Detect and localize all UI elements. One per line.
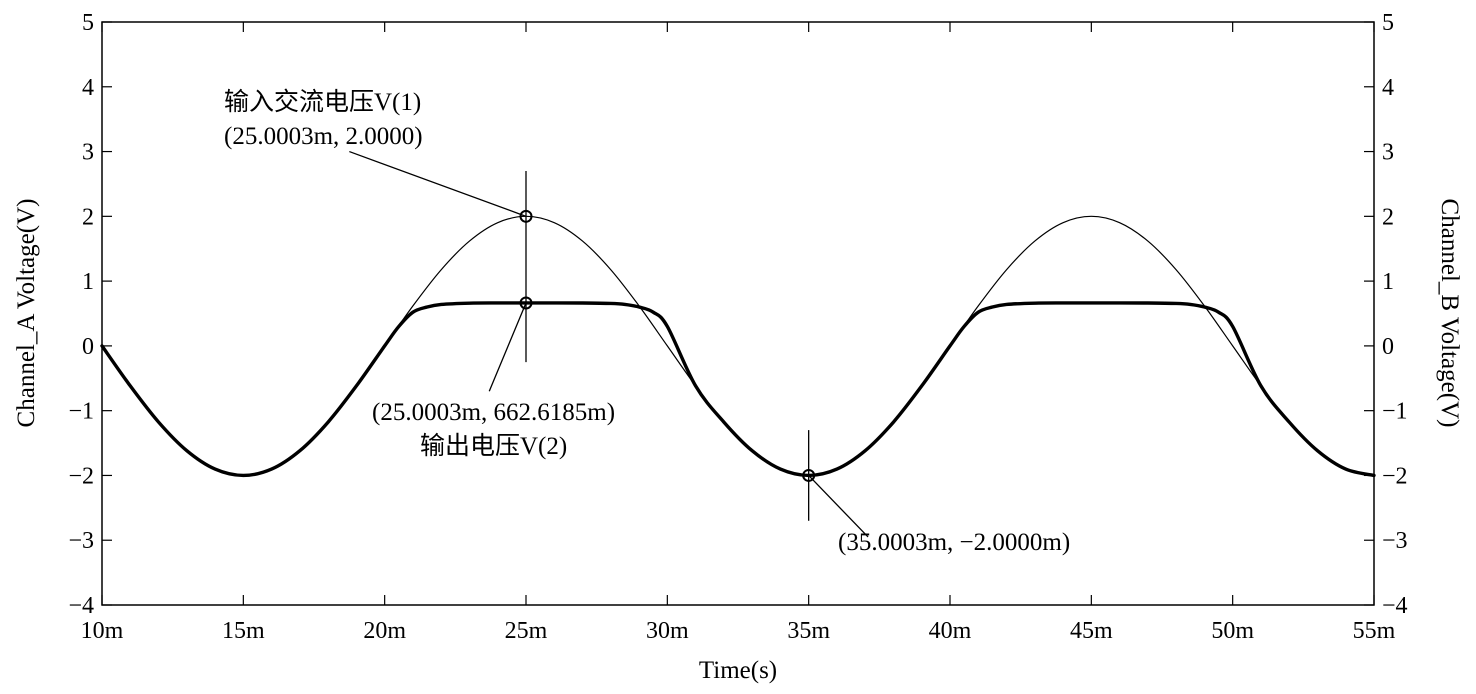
cursor-layer	[519, 170, 816, 521]
y-tick-label-right: 5	[1382, 10, 1394, 36]
y-tick-label-left: 4	[82, 75, 94, 101]
x-axis-title: Time(s)	[699, 657, 777, 684]
plot-frame	[101, 21, 1375, 606]
y-tick-label-left: −4	[68, 593, 94, 619]
y-tick-label-left: −2	[68, 463, 94, 489]
y-tick-label-right: −2	[1382, 463, 1408, 489]
x-tick-label: 25m	[505, 618, 548, 644]
annotation-label: (25.0003m, 662.6185m)	[372, 399, 615, 426]
tick-layer: 10m 15m 20m 25m 30m 35m 40m 45m 50m 55m 5 4 3 2 1 0 −1 −2…	[68, 10, 1407, 644]
x-tick-label: 40m	[929, 618, 972, 644]
annotation-layer: 输入交流电压V(1) (25.0003m, 2.0000) (25.0003m, 6…	[224, 88, 1070, 556]
x-tick-label: 55m	[1353, 618, 1396, 644]
x-tick-label: 10m	[81, 618, 124, 644]
cursor-marker	[519, 209, 533, 223]
y-tick-label-left: −3	[68, 528, 94, 554]
annotation-label: 输入交流电压V(1)	[224, 88, 421, 116]
y-tick-label-right: −3	[1382, 528, 1408, 554]
annotation-label: (25.0003m, 2.0000)	[224, 123, 423, 150]
x-tick-label: 30m	[646, 618, 689, 644]
x-tick-label: 45m	[1070, 618, 1113, 644]
y-tick-label-left: 0	[82, 334, 94, 360]
y-tick-label-right: 0	[1382, 334, 1394, 360]
y-tick-label-right: 2	[1382, 204, 1394, 230]
x-tick-label: 15m	[222, 618, 265, 644]
y-axis-title-right: Channel_B Voltage(V)	[1436, 199, 1463, 428]
y-tick-label-left: −1	[68, 399, 94, 425]
x-tick-label: 20m	[363, 618, 406, 644]
cursor-marker	[802, 468, 816, 482]
annotation-leader	[808, 474, 869, 538]
x-tick-label: 50m	[1211, 618, 1254, 644]
annotation-leader	[349, 150, 527, 217]
y-tick-label-right: 3	[1382, 140, 1394, 166]
cursor-marker	[519, 296, 533, 310]
y-tick-label-left: 2	[82, 204, 94, 230]
y-axis-title-left: Channel_A Voltage(V)	[13, 199, 40, 428]
y-tick-label-right: −4	[1382, 593, 1408, 619]
annotation-leader	[488, 302, 527, 392]
annotation-label: 输出电压V(2)	[420, 432, 567, 460]
y-tick-label-right: −1	[1382, 399, 1408, 425]
y-tick-label-right: 4	[1382, 75, 1394, 101]
y-tick-label-left: 3	[82, 140, 94, 166]
y-tick-label-right: 1	[1382, 269, 1394, 295]
y-tick-label-left: 5	[82, 10, 94, 36]
annotation-label: (35.0003m, −2.0000m)	[838, 529, 1070, 556]
series-output-line	[100, 301, 1376, 478]
series-layer	[100, 215, 1376, 478]
x-tick-label: 35m	[787, 618, 830, 644]
y-tick-label-left: 1	[82, 269, 94, 295]
